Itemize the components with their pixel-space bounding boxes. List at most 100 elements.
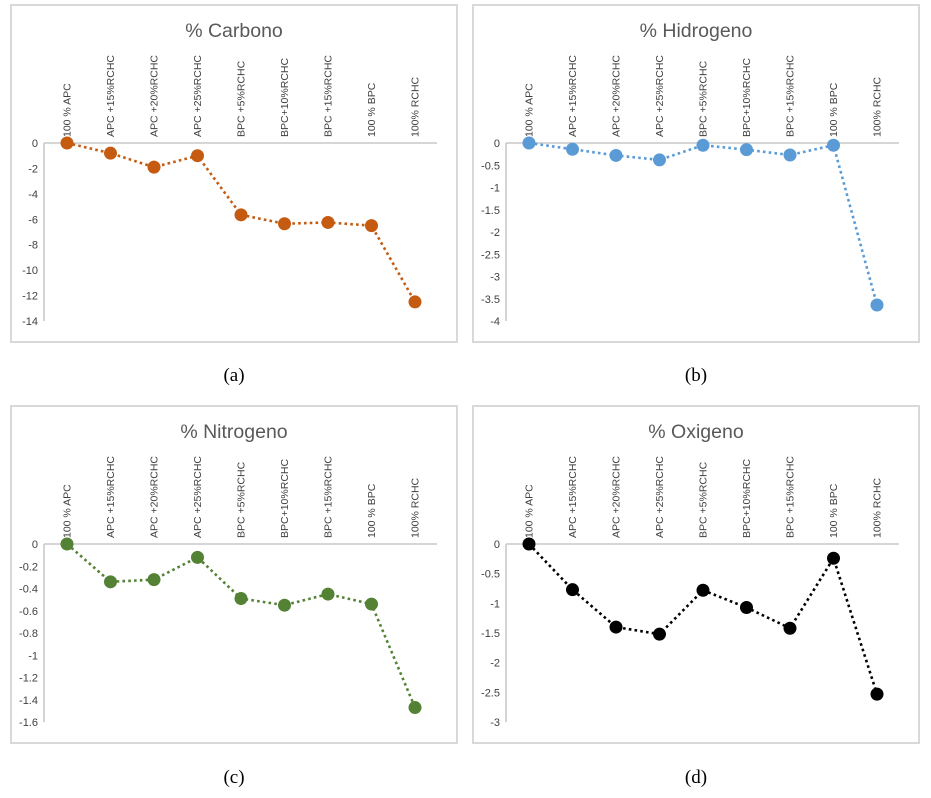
- category-label: 100% RCHC: [410, 76, 422, 137]
- y-tick-label: -1: [490, 598, 500, 610]
- category-label: APC +20%RCHC: [149, 456, 161, 538]
- data-point: [147, 573, 161, 587]
- category-label: BPC +15%RCHC: [785, 55, 797, 137]
- y-tick-label: -2.5: [481, 249, 500, 261]
- category-label: BPC +15%RCHC: [323, 55, 335, 137]
- category-label: BPC +15%RCHC: [785, 456, 797, 538]
- y-tick-label: -2: [490, 658, 500, 670]
- data-point: [522, 136, 536, 150]
- y-tick-label: -1.5: [481, 205, 500, 217]
- category-label: APC +20%RCHC: [611, 55, 623, 137]
- y-tick-label: -3.5: [481, 294, 500, 306]
- subfigure-caption-d: (d): [684, 767, 708, 788]
- category-label: APC +15%RCHC: [567, 55, 579, 137]
- data-point: [696, 583, 710, 597]
- category-label: 100 % BPC: [366, 82, 378, 137]
- series-line: [66, 543, 417, 709]
- y-tick-label: -6: [28, 214, 38, 226]
- category-label: BPC+10%RCHC: [279, 58, 291, 137]
- data-point: [609, 620, 623, 634]
- category-label: BPC +5%RCHC: [236, 461, 248, 538]
- data-point: [104, 146, 117, 160]
- y-tick-label: -1.4: [19, 695, 38, 707]
- category-label: BPC+10%RCHC: [741, 459, 753, 538]
- data-point: [408, 701, 422, 715]
- y-tick-label: -10: [22, 265, 38, 277]
- category-label: 100 % APC: [62, 484, 74, 538]
- y-tick-label: -4: [28, 189, 38, 201]
- data-point: [365, 597, 378, 611]
- data-point: [321, 587, 335, 601]
- category-label: 100 % APC: [524, 83, 536, 137]
- chart-panel-carbono: 0 -2 -4 -6 -8 -10 -12 -14 100 % APC APC +15%RCHC A…: [10, 4, 458, 343]
- chart-panel-oxigeno: 0 -0.5 -1 -1.5 -2 -2.5 -3 100 % APC APC +15%RCHC…: [472, 405, 920, 744]
- y-tick-label: -14: [22, 316, 38, 328]
- y-tick-label: -3: [490, 272, 500, 284]
- y-tick-label: -1: [28, 650, 38, 662]
- y-tick-label: 0: [32, 138, 38, 150]
- category-label: BPC +5%RCHC: [698, 60, 710, 137]
- data-point: [365, 219, 378, 233]
- data-point: [783, 621, 797, 635]
- category-label: APC +15%RCHC: [105, 55, 117, 137]
- category-label: APC +25%RCHC: [192, 55, 204, 137]
- data-point: [60, 537, 74, 551]
- y-tick-label: -0.5: [481, 160, 500, 172]
- data-point: [870, 298, 884, 312]
- y-tick-label: -2: [490, 227, 500, 239]
- y-tick-label: -1: [490, 183, 500, 195]
- data-point: [827, 551, 840, 565]
- series-line: [528, 141, 879, 306]
- data-point: [278, 217, 291, 231]
- oxigeno-chart-canvas: 0 -0.5 -1 -1.5 -2 -2.5 -3 100 % APC APC +15%RCHC…: [481, 456, 899, 729]
- y-tick-label: 0: [494, 138, 500, 150]
- data-point: [740, 600, 753, 614]
- carbono-chart-canvas: 0 -2 -4 -6 -8 -10 -12 -14 100 % APC APC +15%RCHC A…: [22, 55, 437, 328]
- data-point: [191, 550, 204, 564]
- category-label: BPC+10%RCHC: [741, 58, 753, 137]
- category-label: BPC+10%RCHC: [279, 459, 291, 538]
- data-point: [147, 160, 161, 174]
- subfigure-caption-a: (a): [223, 365, 245, 386]
- category-label: 100 % BPC: [828, 483, 840, 538]
- data-point: [827, 138, 840, 152]
- data-point: [653, 627, 666, 641]
- subfigure-caption-b: (b): [684, 365, 708, 386]
- y-tick-label: -2.5: [481, 687, 500, 699]
- data-point: [321, 215, 335, 229]
- category-label: BPC +5%RCHC: [236, 60, 248, 137]
- category-label: 100% RCHC: [410, 477, 422, 538]
- data-point: [191, 149, 204, 163]
- y-tick-label: -0.6: [19, 606, 38, 618]
- y-tick-label: -0.4: [19, 584, 38, 596]
- y-tick-label: -1.2: [19, 673, 38, 685]
- y-tick-label: 0: [494, 539, 500, 551]
- data-point: [408, 295, 422, 309]
- data-point: [566, 142, 579, 156]
- y-tick-label: -2: [28, 163, 38, 175]
- category-label: BPC +15%RCHC: [323, 456, 335, 538]
- y-tick-label: -1.6: [19, 717, 38, 729]
- y-tick-label: -4: [490, 316, 500, 328]
- y-tick-label: -0.2: [19, 561, 38, 573]
- category-label: 100 % BPC: [828, 82, 840, 137]
- category-label: 100 % APC: [524, 484, 536, 538]
- chart-panel-nitrogeno: 0 -0.2 -0.4 -0.6 -0.8 -1 -1.2 -1.4 -1.6 100 % APC…: [10, 405, 458, 744]
- chart-panel-hidrogeno: 0 -0.5 -1 -1.5 -2 -2.5 -3 -3.5 -4 100 % APC APC +1…: [472, 4, 920, 343]
- y-tick-label: -0.8: [19, 628, 38, 640]
- y-tick-label: -8: [28, 240, 38, 252]
- category-label: APC +25%RCHC: [654, 456, 666, 538]
- data-point: [653, 153, 666, 167]
- category-label: 100% RCHC: [872, 76, 884, 137]
- category-label: APC +20%RCHC: [149, 55, 161, 137]
- data-point: [522, 537, 536, 551]
- series-line: [528, 543, 879, 695]
- subfigure-caption-c: (c): [223, 767, 245, 788]
- category-label: BPC +5%RCHC: [698, 461, 710, 538]
- data-point: [104, 575, 117, 589]
- data-point: [566, 583, 579, 597]
- hidrogeno-chart-canvas: 0 -0.5 -1 -1.5 -2 -2.5 -3 -3.5 -4 100 % APC APC +1…: [481, 55, 899, 328]
- category-label: 100 % BPC: [366, 483, 378, 538]
- data-point: [609, 148, 623, 162]
- data-point: [740, 143, 753, 157]
